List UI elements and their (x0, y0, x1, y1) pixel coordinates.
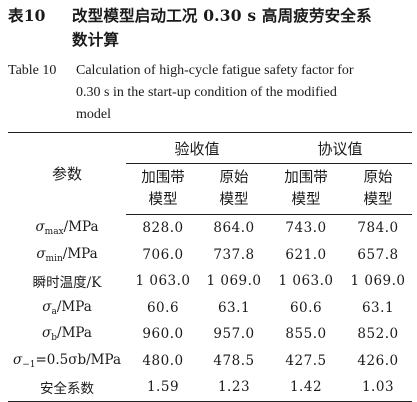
value-cell: 1 069.0 (206, 273, 262, 290)
param-subscript: −1 (22, 359, 36, 370)
value-cell: 1 063.0 (278, 273, 334, 290)
value-cell: 60.6 (146, 299, 180, 316)
caption-en-text-2: 0.30 s in the start-up condition of the … (76, 85, 337, 100)
param-symbol: σ (42, 325, 52, 342)
group-header-acceptance: 验收值 (126, 132, 268, 164)
table-row: 瞬时温度/K 1 063.0 1 069.0 1 063.0 1 069.0 (8, 268, 412, 295)
value-cell: 828.0 (142, 220, 184, 237)
param-unit: /MPa (63, 219, 99, 235)
table-row: σa/MPa 60.6 63.1 60.6 63.1 (8, 295, 412, 322)
value-cell: 1.42 (268, 374, 344, 402)
value-cell: 621.0 (285, 246, 327, 263)
param-label: 安全系数 (40, 381, 94, 398)
param-cell: σb/MPa (8, 321, 126, 348)
fatigue-safety-table: 参数 验收值 协议值 加围带 模型 原始 模型 加围带 模型 原始 模型 σmax/MP… (8, 132, 412, 402)
param-symbol: σ (12, 351, 23, 368)
sub-header-shroud-model-1: 加围带 模型 (126, 163, 200, 215)
value-cell: 1 063.0 (135, 273, 191, 290)
caption-cn-first-line: 表10 改型模型启动工况 0.30 s 高周疲劳安全系 (8, 4, 412, 28)
value-cell: 1.03 (344, 374, 412, 402)
caption-en-text-3: model (76, 107, 111, 122)
group-header-agreement: 协议值 (268, 132, 412, 164)
caption-en-label: Table 10 (8, 63, 57, 78)
sub-header-shroud-model-2: 加围带 模型 (268, 163, 344, 215)
caption-cn-text-2: 数计算 (72, 30, 120, 49)
value-cell: 426.0 (357, 352, 399, 369)
value-cell: 1.23 (200, 374, 268, 402)
param-unit: =0.5σb/MPa (35, 351, 122, 368)
value-cell: 706.0 (142, 246, 184, 263)
param-label: 瞬时温度/K (32, 275, 102, 292)
param-cell: σ−1=0.5σb/MPa (8, 348, 126, 375)
param-subscript: max (44, 227, 64, 237)
table-row: σb/MPa 960.0 957.0 855.0 852.0 (8, 321, 412, 348)
param-symbol: σ (36, 245, 46, 262)
value-cell: 960.0 (142, 326, 184, 343)
param-cell: σa/MPa (8, 295, 126, 322)
table-row: σmin/MPa 706.0 737.8 621.0 657.8 (8, 242, 412, 269)
param-cell: 瞬时温度/K (8, 268, 126, 295)
table-row: 安全系数 1.59 1.23 1.42 1.03 (8, 374, 412, 402)
param-cell: 安全系数 (8, 374, 126, 402)
value-cell: 852.0 (357, 326, 399, 343)
param-unit: /MPa (57, 325, 92, 342)
caption-cn-label: 表10 (8, 6, 46, 25)
table-header-row-groups: 参数 验收值 协议值 (8, 132, 412, 215)
param-subscript: min (45, 253, 63, 264)
value-cell: 784.0 (357, 220, 399, 237)
param-unit: /MPa (62, 245, 98, 262)
param-cell: σmax/MPa (8, 215, 126, 242)
sub-header-original-model-1: 原始 模型 (200, 163, 268, 215)
table-row: σmax/MPa 828.0 864.0 743.0 784.0 (8, 215, 412, 242)
value-cell: 957.0 (213, 326, 255, 343)
caption-en-first-line: Table 10 Calculation of high-cycle fatigu… (8, 60, 412, 82)
value-cell: 657.8 (357, 246, 399, 263)
value-cell: 60.6 (289, 299, 323, 316)
value-cell: 478.5 (213, 352, 255, 369)
param-header: 参数 (8, 132, 126, 215)
value-cell: 480.0 (142, 352, 184, 369)
param-unit: /MPa (56, 298, 92, 315)
value-cell: 63.1 (217, 299, 251, 316)
caption-en-text-1: Calculation of high-cycle fatigue safety… (76, 63, 354, 78)
param-subscript: b (51, 333, 58, 344)
table-caption-english: Table 10 Calculation of high-cycle fatigu… (8, 60, 412, 126)
param-symbol: σ (35, 219, 45, 235)
caption-cn-text-1: 改型模型启动工况 0.30 s 高周疲劳安全系 (72, 6, 372, 25)
table-header-row-models: 加围带 模型 原始 模型 加围带 模型 原始 模型 (8, 163, 412, 215)
table-row: σ−1=0.5σb/MPa 480.0 478.5 427.5 426.0 (8, 348, 412, 375)
value-cell: 63.1 (361, 299, 395, 316)
sub-header-original-model-2: 原始 模型 (344, 163, 412, 215)
value-cell: 427.5 (285, 352, 327, 369)
value-cell: 743.0 (285, 220, 327, 237)
table-caption-chinese: 表10 改型模型启动工况 0.30 s 高周疲劳安全系 数计算 (8, 4, 412, 52)
value-cell: 737.8 (213, 246, 255, 263)
param-subscript: a (51, 306, 57, 317)
value-cell: 1 069.0 (350, 273, 406, 290)
value-cell: 864.0 (213, 220, 255, 237)
value-cell: 1.59 (126, 374, 200, 402)
param-symbol: σ (42, 298, 52, 315)
param-cell: σmin/MPa (8, 242, 126, 269)
value-cell: 855.0 (285, 326, 327, 343)
